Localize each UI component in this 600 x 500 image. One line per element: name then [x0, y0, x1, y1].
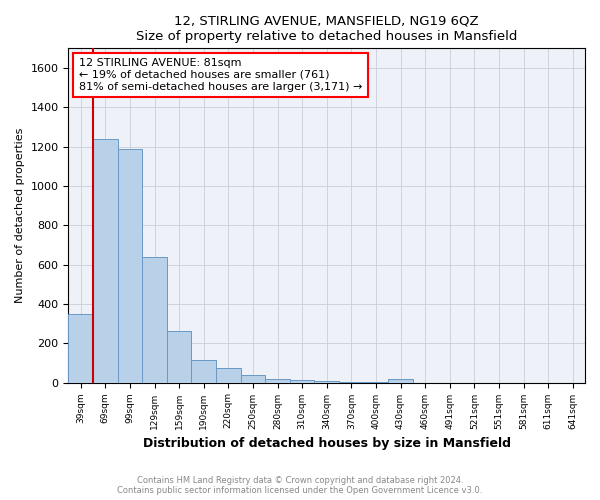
- Y-axis label: Number of detached properties: Number of detached properties: [15, 128, 25, 303]
- Bar: [167, 332, 191, 382]
- Text: 12 STIRLING AVENUE: 81sqm
← 19% of detached houses are smaller (761)
81% of semi: 12 STIRLING AVENUE: 81sqm ← 19% of detac…: [79, 58, 362, 92]
- Bar: [93, 139, 118, 382]
- X-axis label: Distribution of detached houses by size in Mansfield: Distribution of detached houses by size …: [143, 437, 511, 450]
- Bar: [388, 379, 413, 382]
- Bar: [314, 380, 339, 382]
- Title: 12, STIRLING AVENUE, MANSFIELD, NG19 6QZ
Size of property relative to detached h: 12, STIRLING AVENUE, MANSFIELD, NG19 6QZ…: [136, 15, 517, 43]
- Bar: [68, 314, 93, 382]
- Bar: [290, 380, 314, 382]
- Bar: [265, 378, 290, 382]
- Bar: [241, 374, 265, 382]
- Bar: [118, 148, 142, 382]
- Bar: [142, 256, 167, 382]
- Bar: [191, 360, 216, 382]
- Bar: [216, 368, 241, 382]
- Text: Contains HM Land Registry data © Crown copyright and database right 2024.
Contai: Contains HM Land Registry data © Crown c…: [118, 476, 482, 495]
